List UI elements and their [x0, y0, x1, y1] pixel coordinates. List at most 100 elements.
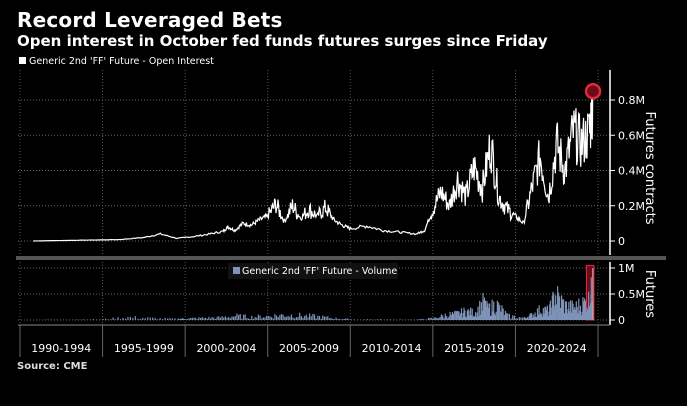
volume-bar [472, 317, 474, 320]
volume-bar [482, 293, 484, 320]
x-tick-label: 1995-1999 [114, 342, 174, 355]
x-tick-label: 2020-2024 [527, 342, 587, 355]
volume-bar [342, 319, 344, 320]
volume-bar [309, 313, 311, 320]
volume-bar [553, 293, 555, 320]
volume-bar [438, 318, 440, 320]
volume-bar [208, 316, 210, 320]
volume-bar [318, 316, 321, 320]
volume-bar [565, 301, 567, 320]
volume-bar [534, 312, 536, 320]
volume-bar [530, 313, 532, 320]
volume-bar [380, 319, 382, 320]
volume-bar [587, 309, 589, 320]
volume-bar [546, 305, 549, 320]
volume-bar [254, 316, 256, 320]
volume-bar [332, 318, 334, 320]
legend-bg-volume [228, 263, 398, 279]
volume-bar [572, 303, 574, 320]
volume-bar [174, 318, 176, 320]
volume-bar [503, 315, 505, 320]
volume-bar [279, 315, 281, 320]
volume-bar [568, 301, 570, 320]
chart-subtitle: Open interest in October fed funds futur… [17, 32, 548, 50]
volume-bar [536, 308, 539, 320]
volume-bar [154, 317, 156, 320]
volume-bar [502, 308, 504, 320]
volume-bar [507, 313, 509, 320]
volume-bar [264, 317, 266, 320]
y-axis-title-lower: Futures [642, 270, 657, 318]
volume-bar [159, 318, 161, 320]
y-tick-label-lower: 0.5M [618, 288, 645, 301]
volume-bar [312, 313, 314, 320]
volume-bar [224, 316, 226, 320]
volume-bar [393, 319, 395, 320]
volume-bar [198, 317, 200, 320]
volume-bar [214, 318, 217, 320]
volume-bar [539, 315, 541, 320]
volume-bar [200, 318, 202, 320]
volume-bar [531, 317, 534, 320]
volume-bar [317, 315, 319, 320]
volume-bar [533, 316, 535, 320]
volume-bar [524, 317, 526, 320]
volume-bar [183, 319, 185, 320]
volume-bar [92, 319, 94, 320]
volume-bar [166, 318, 169, 320]
volume-bar [297, 316, 299, 320]
volume-bar [184, 319, 186, 320]
y-tick-label-upper: 0.6M [618, 129, 645, 142]
volume-bar [246, 318, 248, 320]
volume-bar [216, 316, 218, 320]
record-high-marker [584, 82, 602, 100]
open-interest-line [33, 84, 594, 242]
volume-bar [249, 318, 251, 320]
volume-bar [528, 315, 530, 320]
volume-bar [330, 317, 332, 320]
volume-bar [440, 314, 442, 320]
volume-bar [292, 317, 294, 320]
volume-bar [455, 311, 457, 320]
volume-bar [481, 310, 483, 320]
volume-bar [465, 317, 468, 320]
volume-bar [590, 277, 592, 320]
volume-bar [471, 308, 473, 320]
volume-bar [588, 306, 591, 320]
volume-bar [476, 312, 478, 320]
volume-bar [569, 300, 572, 320]
volume-bar [553, 309, 555, 320]
open-interest-series [33, 82, 602, 242]
volume-bar [190, 317, 192, 320]
volume-bar [475, 317, 477, 320]
volume-bar [295, 317, 297, 320]
volume-bar [588, 291, 590, 320]
volume-bar [102, 319, 104, 320]
source-note: Source: CME [17, 361, 88, 372]
volume-bar [188, 318, 190, 320]
volume-bar [501, 305, 503, 320]
volume-bar [221, 316, 223, 320]
volume-bar [439, 316, 441, 320]
y-tick-label-lower: 1M [618, 262, 635, 275]
volume-bar [492, 311, 494, 320]
volume-bar [466, 310, 468, 320]
volume-bar [289, 316, 291, 320]
volume-bar [484, 300, 487, 320]
volume-bar [532, 314, 534, 320]
volume-bar [431, 317, 433, 320]
y-tick-label-lower: 0 [618, 314, 625, 327]
volume-bar [567, 309, 569, 320]
volume-bar [592, 268, 594, 320]
volume-bar [446, 315, 448, 320]
volume-bar [193, 317, 195, 320]
volume-bar [206, 318, 208, 320]
volume-bar [522, 317, 524, 320]
volume-bar [275, 315, 278, 320]
volume-bar [304, 315, 306, 320]
volume-bar [497, 302, 500, 320]
volume-bar [571, 300, 573, 320]
y-tick-label-upper: 0.4M [618, 165, 645, 178]
y-tick-label-upper: 0.2M [618, 200, 645, 213]
